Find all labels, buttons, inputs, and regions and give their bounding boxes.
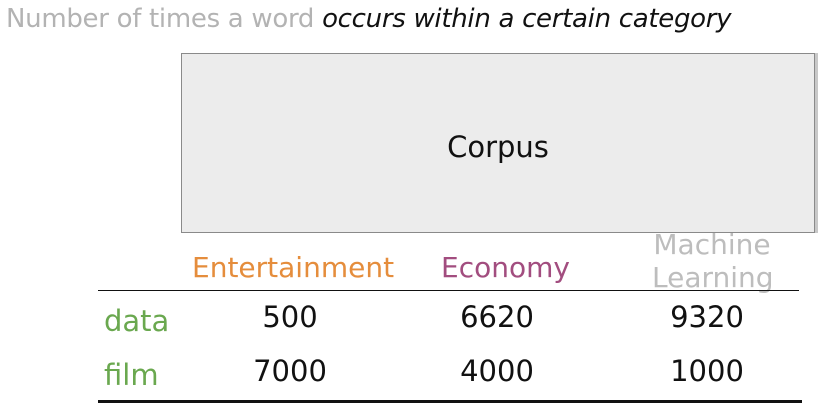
corpus-label: Corpus xyxy=(447,130,549,164)
table-header-rule xyxy=(98,290,799,291)
cell-data-machine-learning: 9320 xyxy=(670,300,744,334)
row-label-film: film xyxy=(104,358,159,392)
cell-data-entertainment: 500 xyxy=(262,300,318,334)
cell-data-economy: 6620 xyxy=(460,300,534,334)
title-emphasis-text: occurs within a certain category xyxy=(322,4,732,34)
slide-title: Number of times a word occurs within a c… xyxy=(6,4,732,34)
cell-film-entertainment: 7000 xyxy=(253,354,327,388)
cell-film-economy: 4000 xyxy=(460,354,534,388)
title-plain-text: Number of times a word xyxy=(6,4,323,34)
row-label-data: data xyxy=(104,304,170,338)
column-header-economy: Economy xyxy=(441,251,570,284)
column-header-machine-learning: Machine Learning xyxy=(652,228,774,294)
column-header-entertainment: Entertainment xyxy=(192,251,395,284)
corpus-box-edge xyxy=(815,53,818,233)
corpus-box: Corpus xyxy=(181,53,815,233)
cell-film-machine-learning: 1000 xyxy=(670,354,744,388)
table-bottom-rule xyxy=(98,400,802,403)
